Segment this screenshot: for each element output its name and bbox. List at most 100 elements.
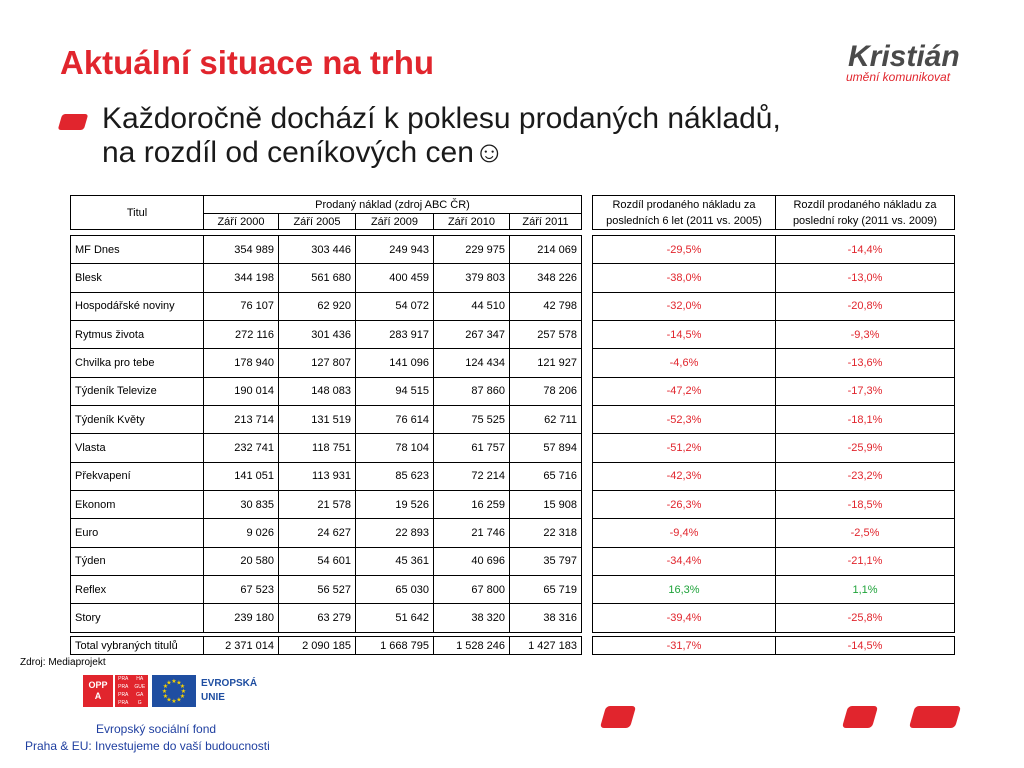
row-value: 57 894	[509, 433, 582, 463]
praha-cell: HA	[136, 676, 144, 682]
kristian-logo: Kristián umění komunikovat	[840, 40, 970, 90]
diff-recent-years: -18,5%	[775, 490, 955, 520]
bullet-line-2: na rozdíl od ceníkových cen☺	[102, 136, 505, 169]
row-value: 561 680	[278, 263, 356, 293]
row-value: 127 807	[278, 348, 356, 378]
row-value: 20 580	[203, 546, 279, 577]
svg-text:★: ★	[181, 688, 186, 695]
praha-cell: PRA	[118, 676, 129, 682]
total-title: Total vybraných titulů	[70, 636, 204, 655]
table-row-diff: -14,5% -9,3%	[592, 320, 955, 350]
header-diff2-line1: Rozdíl prodaného nákladu za	[793, 198, 937, 211]
svg-text:★: ★	[163, 693, 168, 700]
table-row-diff: -38,0% -13,0%	[592, 263, 955, 293]
diff-6-years: -42,3%	[592, 461, 776, 492]
logo-tagline: umění komunikovat	[846, 70, 951, 84]
header-year: Září 2011	[508, 213, 583, 230]
row-value: 232 741	[203, 433, 279, 463]
total-row: Total vybraných titulů 2 371 014 2 090 1…	[70, 636, 582, 655]
row-value: 379 803	[433, 263, 510, 293]
row-value: 121 927	[509, 348, 582, 378]
row-value: 62 920	[278, 291, 356, 322]
diff-recent-years: -20,8%	[775, 291, 955, 322]
row-value: 45 361	[355, 546, 434, 577]
total-diff-row: -31,7% -14,5%	[592, 636, 955, 655]
diff-recent-years: -2,5%	[775, 518, 955, 548]
row-value: 67 800	[433, 575, 510, 605]
diff-6-years: -26,3%	[592, 490, 776, 520]
header-diff2: Rozdíl prodaného nákladu za poslední rok…	[775, 195, 955, 230]
row-title: Reflex	[70, 575, 204, 605]
table-row: Rytmus života 272 116 301 436 283 917 267 34…	[70, 320, 582, 350]
header-diff6-line2: posledních 6 let (2011 vs. 2005)	[606, 214, 762, 227]
source-label: Zdroj:	[20, 657, 46, 668]
table-row-diff: 16,3% 1,1%	[592, 575, 955, 605]
diff-6-years: -52,3%	[592, 405, 776, 435]
svg-text:★: ★	[176, 697, 181, 704]
row-value: 239 180	[203, 603, 279, 633]
oppa-top: OPP	[88, 680, 108, 690]
footer-line-1: Evropský sociální fond	[96, 722, 217, 736]
row-title: Vlasta	[70, 433, 204, 463]
bullet-line-1: Každoročně dochází k poklesu prodaných n…	[102, 102, 781, 135]
row-title: Blesk	[70, 263, 204, 293]
eu-text: EVROPSKÁ UNIE	[201, 677, 257, 705]
row-value: 303 446	[278, 234, 356, 265]
diff-6-years: -29,5%	[592, 234, 776, 265]
row-value: 75 525	[433, 405, 510, 435]
row-value: 283 917	[355, 320, 434, 350]
diff-recent-years: -25,8%	[775, 603, 955, 633]
row-value: 344 198	[203, 263, 279, 293]
row-value: 301 436	[278, 320, 356, 350]
row-value: 272 116	[203, 320, 279, 350]
row-title: Hospodářské noviny	[70, 291, 204, 322]
eu-stars-icon: ★ ★★ ★★★ ★★★ ★★★	[162, 678, 186, 705]
header-year: Září 2009	[355, 213, 434, 230]
row-value: 131 519	[278, 405, 356, 435]
svg-text:★: ★	[166, 697, 171, 704]
table-row: Týdeník Květy 213 714 131 519 76 614 75 525 6…	[70, 405, 582, 435]
bullet-icon	[57, 114, 89, 130]
row-value: 72 214	[433, 461, 510, 492]
svg-text:★: ★	[171, 678, 176, 685]
decor-shape-1	[599, 706, 637, 728]
table-row: Vlasta 232 741 118 751 78 104 61 757 57 894	[70, 433, 582, 463]
diff-6-years: -9,4%	[592, 518, 776, 548]
eu-flag-icon: ★ ★ ★ ★ ★ ★ ★ ★ ★ ★ ★ ★	[152, 675, 196, 707]
svg-text:★: ★	[180, 683, 185, 690]
row-title: Týdeník Televize	[70, 376, 204, 407]
table-row: Hospodářské noviny 76 107 62 920 54 072 44 5…	[70, 291, 582, 322]
row-value: 22 893	[355, 518, 434, 548]
diff-recent-years: -23,2%	[775, 461, 955, 492]
right-table-body: -29,5% -14,4% -38,0% -13,0% -32,0% -20,8% -14,…	[592, 234, 955, 633]
total-value: 2 371 014	[203, 636, 279, 655]
row-value: 40 696	[433, 546, 510, 577]
row-value: 67 523	[203, 575, 279, 605]
diff-recent-years: -18,1%	[775, 405, 955, 435]
table-row-diff: -52,3% -18,1%	[592, 405, 955, 435]
table-row-diff: -26,3% -18,5%	[592, 490, 955, 520]
source-value: Mediaprojekt	[48, 657, 106, 668]
diff-recent-years: -9,3%	[775, 320, 955, 350]
row-title: Euro	[70, 518, 204, 548]
decor-shape-2	[841, 706, 879, 728]
header-year: Září 2010	[433, 213, 510, 230]
oppa-mark: OPP A	[83, 675, 113, 707]
eu-line2: UNIE	[201, 692, 225, 703]
table-row: Chvilka pro tebe 178 940 127 807 141 096 124…	[70, 348, 582, 378]
left-table-body: MF Dnes 354 989 303 446 249 943 229 975 214 0…	[70, 234, 582, 633]
row-value: 54 601	[278, 546, 356, 577]
header-diff2-line2: poslední roky (2011 vs. 2009)	[792, 214, 938, 227]
svg-text:★: ★	[162, 688, 167, 695]
oppa-logo: OPP A PRA HA PRA GUE PRA GA PRA G	[83, 675, 148, 707]
praha-cell: G	[137, 700, 142, 706]
total-value: 1 427 183	[509, 636, 582, 655]
table-row: MF Dnes 354 989 303 446 249 943 229 975 214 0…	[70, 234, 582, 265]
row-value: 257 578	[509, 320, 582, 350]
table-row-diff: -42,3% -23,2%	[592, 461, 955, 492]
diff-6-years: -51,2%	[592, 433, 776, 463]
total-diff2: -14,5%	[775, 636, 955, 655]
row-value: 213 714	[203, 405, 279, 435]
row-value: 65 719	[509, 575, 582, 605]
logo-name: Kristián	[848, 40, 960, 73]
